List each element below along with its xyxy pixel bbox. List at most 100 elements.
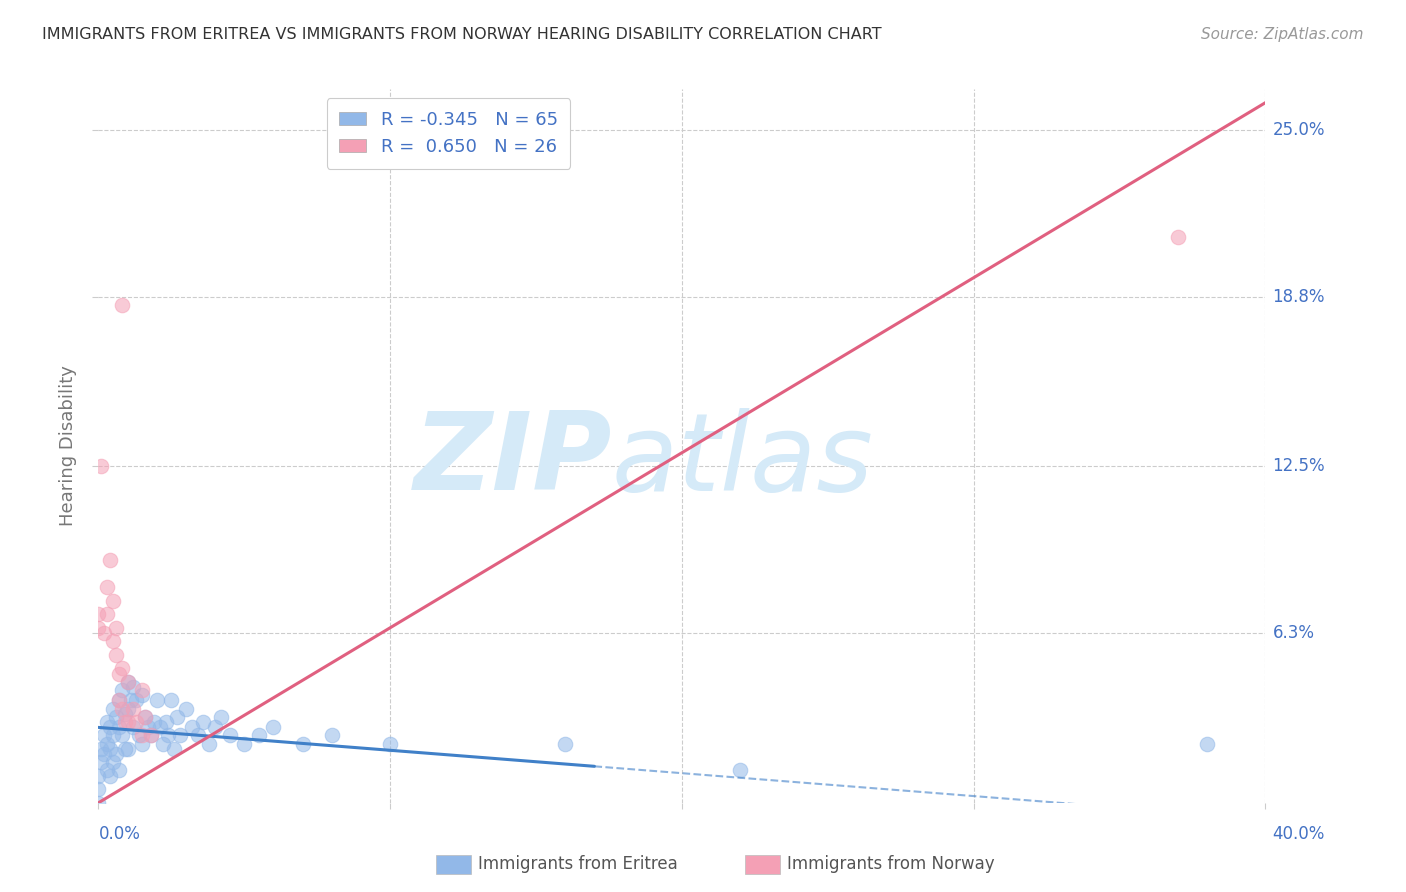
Text: 6.3%: 6.3% xyxy=(1272,624,1315,642)
Point xyxy=(169,729,191,743)
Point xyxy=(87,769,110,783)
Point xyxy=(218,729,240,743)
Point xyxy=(93,729,115,743)
Text: Source: ZipAtlas.com: Source: ZipAtlas.com xyxy=(1201,27,1364,42)
Point xyxy=(117,674,139,689)
Point xyxy=(117,674,139,689)
Point xyxy=(166,709,188,723)
Point xyxy=(104,747,127,762)
Point xyxy=(111,298,134,312)
Point xyxy=(87,782,110,797)
Point xyxy=(96,607,118,622)
Text: ZIP: ZIP xyxy=(413,408,612,513)
Text: 40.0%: 40.0% xyxy=(1272,825,1324,843)
Point xyxy=(98,553,121,567)
Point xyxy=(262,720,284,734)
Point xyxy=(128,729,150,743)
Text: atlas: atlas xyxy=(612,408,873,513)
Point xyxy=(108,693,131,707)
Point xyxy=(101,729,124,743)
Point xyxy=(134,709,156,723)
Point xyxy=(149,720,172,734)
Point xyxy=(93,626,115,640)
Point xyxy=(96,737,118,751)
Point xyxy=(108,693,131,707)
Point xyxy=(378,737,402,751)
Point xyxy=(93,747,115,762)
Point xyxy=(125,693,148,707)
Point xyxy=(198,737,221,751)
Point xyxy=(247,729,270,743)
Point xyxy=(139,729,162,743)
Legend: R = -0.345   N = 65, R =  0.650   N = 26: R = -0.345 N = 65, R = 0.650 N = 26 xyxy=(326,98,571,169)
Point xyxy=(291,737,314,751)
Point xyxy=(155,714,177,729)
Point xyxy=(163,742,186,756)
Point xyxy=(111,729,134,743)
Point xyxy=(117,701,139,715)
Point xyxy=(180,720,202,734)
Point xyxy=(139,729,162,743)
Point xyxy=(174,701,197,715)
Point xyxy=(193,714,215,729)
Point xyxy=(136,720,159,734)
Point xyxy=(1167,230,1189,244)
Text: Immigrants from Eritrea: Immigrants from Eritrea xyxy=(478,855,678,873)
Point xyxy=(104,621,127,635)
Point xyxy=(131,688,153,702)
Point xyxy=(96,764,118,778)
Point xyxy=(101,701,124,715)
Point xyxy=(114,714,136,729)
Point xyxy=(104,648,127,662)
Point xyxy=(204,720,226,734)
Point xyxy=(108,764,131,778)
Point xyxy=(157,729,180,743)
Point xyxy=(98,769,121,783)
Point xyxy=(90,459,112,474)
Point xyxy=(87,796,110,810)
Point xyxy=(131,737,153,751)
Point xyxy=(108,666,131,681)
Point xyxy=(131,682,153,697)
Point xyxy=(104,709,127,723)
Point xyxy=(117,742,139,756)
Point xyxy=(554,737,576,751)
Point xyxy=(114,742,136,756)
Point xyxy=(87,621,110,635)
Point xyxy=(122,701,145,715)
Point xyxy=(1195,737,1218,751)
Point xyxy=(111,682,134,697)
Point xyxy=(117,714,139,729)
Text: IMMIGRANTS FROM ERITREA VS IMMIGRANTS FROM NORWAY HEARING DISABILITY CORRELATION: IMMIGRANTS FROM ERITREA VS IMMIGRANTS FR… xyxy=(42,27,882,42)
Point xyxy=(101,594,124,608)
Text: Immigrants from Norway: Immigrants from Norway xyxy=(787,855,995,873)
Point xyxy=(120,693,142,707)
Point xyxy=(101,634,124,648)
Text: 18.8%: 18.8% xyxy=(1272,287,1324,306)
Point xyxy=(152,737,174,751)
Point xyxy=(728,764,751,778)
Point xyxy=(98,720,121,734)
Point xyxy=(101,756,124,770)
Text: 25.0%: 25.0% xyxy=(1272,120,1324,138)
Point xyxy=(187,729,209,743)
Text: 0.0%: 0.0% xyxy=(98,825,141,843)
Point xyxy=(96,580,118,594)
Point xyxy=(131,729,153,743)
Point xyxy=(125,714,148,729)
Point xyxy=(96,714,118,729)
Point xyxy=(142,714,165,729)
Point xyxy=(321,729,343,743)
Point xyxy=(90,756,112,770)
Point xyxy=(98,742,121,756)
Point xyxy=(122,680,145,694)
Y-axis label: Hearing Disability: Hearing Disability xyxy=(59,366,77,526)
Text: 12.5%: 12.5% xyxy=(1272,458,1324,475)
Point xyxy=(111,661,134,675)
Point xyxy=(146,693,169,707)
Point xyxy=(87,607,110,622)
Point xyxy=(108,720,131,734)
Point xyxy=(233,737,256,751)
Point xyxy=(209,709,232,723)
Point xyxy=(90,742,112,756)
